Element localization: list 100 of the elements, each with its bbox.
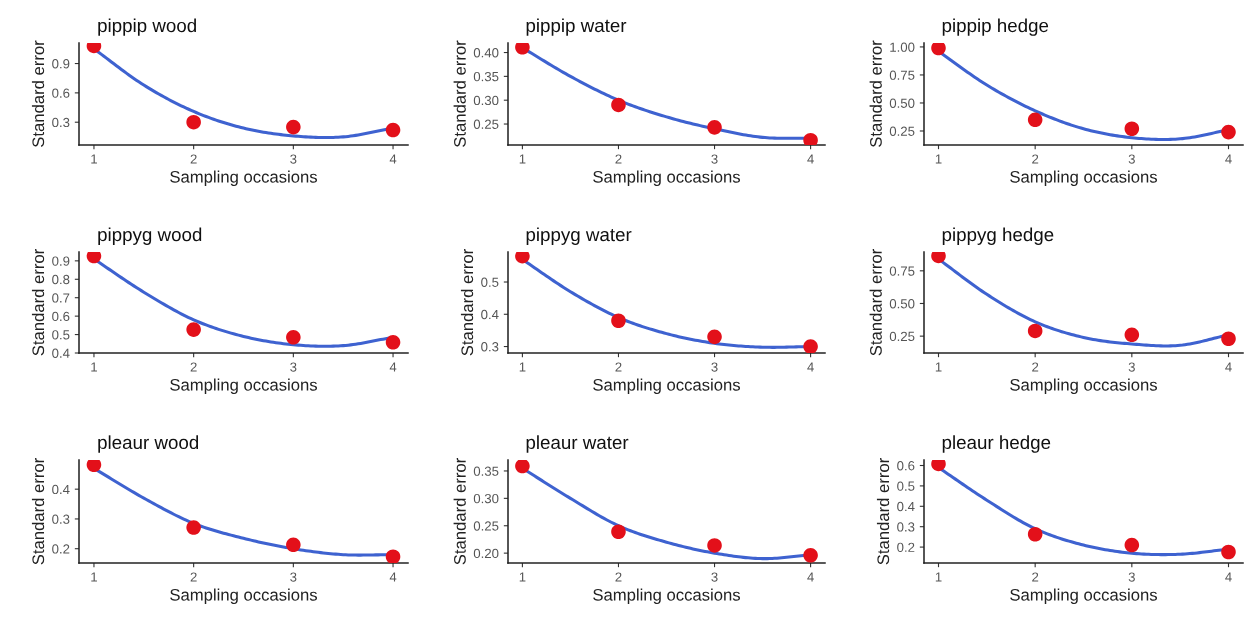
y-tick-label: 0.3 xyxy=(52,117,70,128)
point xyxy=(707,538,722,553)
x-tick-label: 4 xyxy=(807,362,814,372)
x-axis-title: Sampling occasions xyxy=(170,170,318,187)
x-tick-label: 4 xyxy=(1225,572,1232,582)
x-tick-label: 2 xyxy=(1032,154,1039,164)
y-tick-label: 0.40 xyxy=(473,48,499,58)
y-axis-title: Standard error xyxy=(453,458,466,565)
x-tick-label: 4 xyxy=(1225,362,1232,372)
point xyxy=(803,548,818,563)
y-tick-label: 0.35 xyxy=(473,466,499,476)
chart-title: pippip hedge xyxy=(942,18,1049,36)
x-tick-label: 3 xyxy=(711,362,718,372)
point xyxy=(515,460,530,474)
point xyxy=(611,313,626,329)
point xyxy=(286,119,301,135)
x-tick-label: 2 xyxy=(190,572,197,582)
chart-title: pleaur wood xyxy=(98,435,199,453)
x-tick-label: 3 xyxy=(711,572,718,582)
y-tick-label: 0.25 xyxy=(889,126,915,136)
y-tick-label: 0.3 xyxy=(897,522,915,532)
x-tick-label: 1 xyxy=(91,362,97,372)
y-tick-label: 0.25 xyxy=(473,521,499,531)
x-axis-title: Sampling occasions xyxy=(593,378,741,395)
point xyxy=(186,520,201,535)
y-tick-label: 0.4 xyxy=(52,484,70,495)
x-axis-title: Sampling occasions xyxy=(170,588,318,605)
x-tick-label: 2 xyxy=(190,154,197,164)
y-tick-label: 0.50 xyxy=(889,299,915,309)
x-tick-label: 3 xyxy=(1128,572,1135,582)
x-tick-label: 4 xyxy=(389,154,397,164)
point xyxy=(1027,526,1043,542)
chart-title: pippyg water xyxy=(526,227,632,245)
x-tick-label: 4 xyxy=(807,572,814,582)
y-tick-label: 0.50 xyxy=(889,98,915,108)
x-tick-label: 1 xyxy=(519,154,526,164)
x-tick-label: 3 xyxy=(290,154,297,164)
chart-title: pippip wood xyxy=(98,18,196,36)
y-tick-label: 0.4 xyxy=(481,309,499,320)
x-axis-title: Sampling occasions xyxy=(1010,170,1158,187)
y-axis-title: Standard error xyxy=(869,249,882,356)
y-axis-title: Standard error xyxy=(31,249,45,356)
point xyxy=(286,537,301,553)
y-tick-label: 0.6 xyxy=(52,88,70,98)
x-axis-title: Sampling occasions xyxy=(1010,588,1158,605)
y-tick-label: 0.30 xyxy=(473,95,499,106)
point xyxy=(1124,121,1140,137)
y-axis-title: Standard error xyxy=(876,458,890,565)
point xyxy=(1027,112,1043,128)
point xyxy=(515,43,530,55)
y-tick-label: 0.35 xyxy=(473,71,499,82)
y-tick-label: 0.30 xyxy=(473,493,499,504)
x-tick-label: 4 xyxy=(1225,154,1232,164)
x-tick-label: 1 xyxy=(935,154,942,164)
chart-title: pippip water xyxy=(526,18,627,36)
y-axis-title: Standard error xyxy=(31,458,45,565)
x-tick-label: 1 xyxy=(519,572,526,582)
y-tick-label: 0.20 xyxy=(473,548,499,559)
point xyxy=(286,330,301,345)
y-tick-label: 0.3 xyxy=(52,514,70,524)
x-tick-label: 3 xyxy=(290,362,297,372)
point xyxy=(186,114,201,130)
x-tick-label: 1 xyxy=(935,572,942,582)
point xyxy=(931,43,946,56)
y-tick-label: 0.9 xyxy=(52,59,70,69)
x-tick-label: 3 xyxy=(1128,362,1135,372)
y-tick-label: 0.5 xyxy=(52,330,70,340)
x-tick-label: 3 xyxy=(290,572,297,582)
y-tick-label: 0.3 xyxy=(481,342,499,352)
y-tick-label: 0.6 xyxy=(897,461,915,471)
y-tick-label: 0.75 xyxy=(889,266,915,276)
y-axis-title: Standard error xyxy=(453,40,466,147)
y-tick-label: 0.2 xyxy=(52,544,70,554)
point xyxy=(803,132,818,145)
x-tick-label: 4 xyxy=(389,572,397,582)
x-tick-label: 4 xyxy=(389,362,397,372)
y-axis-title: Standard error xyxy=(869,40,882,147)
x-tick-label: 3 xyxy=(1128,154,1135,164)
x-tick-label: 2 xyxy=(190,362,197,372)
x-tick-label: 2 xyxy=(1032,362,1039,372)
chart-title: pippyg wood xyxy=(98,227,202,245)
x-tick-label: 4 xyxy=(807,154,814,164)
x-tick-label: 1 xyxy=(91,572,97,582)
x-axis-title: Sampling occasions xyxy=(593,588,741,605)
y-tick-label: 0.6 xyxy=(52,311,70,322)
point xyxy=(385,122,401,138)
x-tick-label: 2 xyxy=(615,572,622,582)
y-tick-label: 0.25 xyxy=(473,119,499,129)
y-tick-label: 0.75 xyxy=(889,70,915,80)
point xyxy=(803,339,818,353)
x-tick-label: 3 xyxy=(711,154,718,164)
chart-title: pleaur hedge xyxy=(942,435,1051,453)
x-axis-title: Sampling occasions xyxy=(593,170,741,187)
y-tick-label: 0.2 xyxy=(897,542,915,552)
y-tick-label: 0.4 xyxy=(52,348,70,358)
point xyxy=(707,120,722,135)
x-tick-label: 1 xyxy=(91,154,97,164)
y-tick-label: 0.9 xyxy=(52,256,70,266)
y-tick-label: 0.5 xyxy=(897,481,915,491)
x-tick-label: 1 xyxy=(519,362,526,372)
